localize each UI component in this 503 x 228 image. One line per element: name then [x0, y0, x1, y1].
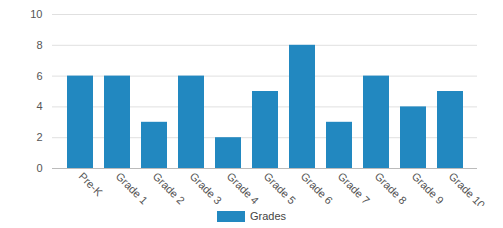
svg-text:Grade 2: Grade 2 [151, 170, 188, 206]
svg-text:8: 8 [36, 39, 42, 51]
svg-text:6: 6 [36, 70, 42, 82]
html-text:Grades: Grades [250, 210, 286, 222]
svg-text:Grade 4: Grade 4 [225, 170, 262, 206]
svg-text:Grade 5: Grade 5 [262, 170, 299, 206]
svg-text:0: 0 [36, 162, 42, 174]
svg-text:Grade 9: Grade 9 [410, 170, 447, 206]
svg-text:Grade 1: Grade 1 [114, 170, 151, 206]
svg-text:2: 2 [36, 131, 42, 143]
svg-text:4: 4 [36, 100, 42, 112]
svg-text:Grade 3: Grade 3 [188, 170, 225, 206]
svg-text:Grade 7: Grade 7 [336, 170, 373, 206]
svg-text:Grade 8: Grade 8 [373, 170, 410, 206]
svg-text:Grade 6: Grade 6 [299, 170, 336, 206]
svg-text:Pre-K: Pre-K [77, 170, 106, 199]
svg-text:10: 10 [30, 8, 42, 20]
svg-text:Grade 10: Grade 10 [447, 170, 488, 206]
